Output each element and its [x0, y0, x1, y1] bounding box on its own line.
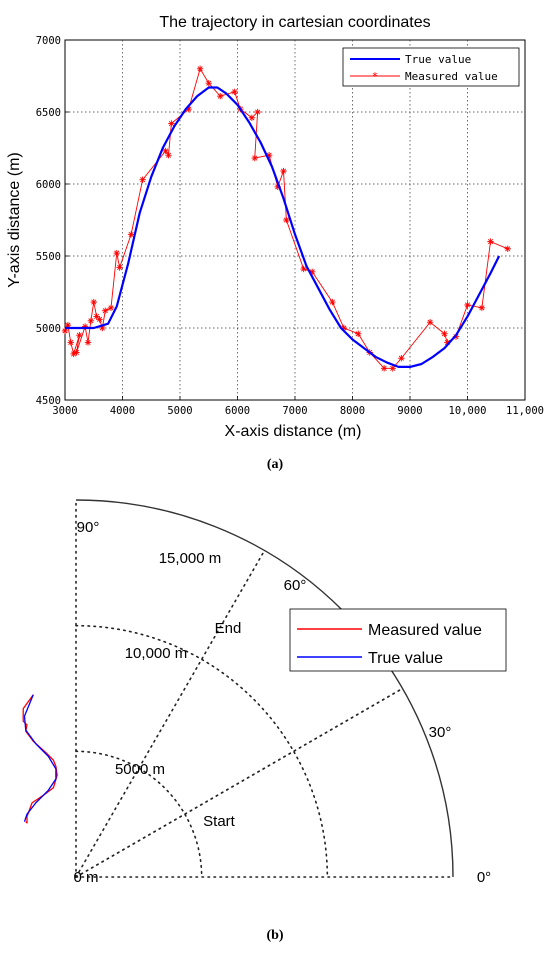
x-tick-label: 9000: [397, 405, 422, 417]
measured-point: [464, 301, 471, 309]
measured-point: [254, 108, 261, 116]
radial-gridline: [75, 624, 329, 878]
measured-point: [389, 365, 396, 372]
measured-point: [116, 264, 123, 271]
x-tick-label: 8000: [340, 405, 365, 417]
measured-point: [380, 365, 388, 372]
polar-legend-box: [289, 608, 507, 672]
series-line-true: [65, 86, 501, 368]
measured-point: [73, 349, 80, 356]
measured-point: [113, 249, 120, 257]
polar-series-layer: [22, 694, 58, 824]
legend-label-measured: Measured value: [405, 70, 498, 83]
y-tick-label: 7000: [36, 35, 61, 47]
measured-point: [355, 330, 362, 337]
radial-label-15000: 15,000 m: [159, 550, 222, 567]
measured-point: [283, 216, 290, 224]
radial-label-5000: 5000 m: [115, 761, 165, 778]
measured-point: [248, 114, 256, 121]
x-axis-label: X-axis distance (m): [225, 423, 362, 440]
measured-point: [231, 88, 238, 96]
measured-point: [127, 231, 135, 238]
legend-marker-measured: *: [372, 70, 378, 83]
y-axis-label: Y-axis distance (m): [6, 152, 23, 287]
legend-box: [342, 47, 520, 87]
measured-point: [205, 80, 212, 87]
y-tick-label: 5500: [36, 251, 61, 263]
measured-point: [504, 245, 511, 252]
radial-label-10000: 10,000 m: [125, 645, 188, 662]
measured-point: [162, 147, 169, 155]
legend-label-true: True value: [405, 53, 471, 66]
polar-series-true-value: [23, 694, 57, 822]
measured-point: [84, 339, 92, 346]
measured-point: [300, 265, 307, 273]
polar-legend-label-true: True value: [368, 650, 443, 667]
measured-point: [487, 238, 494, 245]
annotation-start: Start: [203, 813, 236, 830]
polar-series-measured-value: [22, 694, 58, 824]
measured-point: [478, 304, 486, 312]
polar-legend-label-measured: Measured value: [368, 622, 482, 639]
y-tick-label: 6500: [36, 107, 61, 119]
measured-point: [139, 176, 146, 183]
y-tick-label: 6000: [36, 179, 61, 191]
radial-label-0: 0 m: [73, 869, 98, 886]
measured-point: [67, 339, 74, 346]
measured-point: [398, 355, 405, 362]
x-tick-label: 5000: [167, 405, 192, 417]
caption-b: (b): [266, 928, 283, 943]
x-tick-label: 7000: [282, 405, 307, 417]
y-tick-label: 4500: [36, 395, 61, 407]
measured-point: [441, 330, 448, 337]
measured-point: [168, 120, 175, 127]
y-tick-label: 5000: [36, 323, 61, 335]
angle-label-90: 90°: [77, 519, 100, 536]
measured-point: [90, 298, 97, 306]
angle-label-30: 30°: [429, 724, 452, 741]
measured-point: [329, 298, 336, 306]
x-tick-label: 10,000: [449, 405, 487, 417]
measured-point: [107, 304, 115, 312]
angle-gridline: [75, 687, 404, 878]
x-tick-label: 3000: [52, 405, 77, 417]
measured-point: [96, 316, 103, 323]
measured-point: [280, 167, 287, 175]
polar-chart: 90° 60° 30° 0° 0 m 5000 m 10,000 m 15,00…: [22, 499, 507, 943]
measured-point: [165, 152, 172, 159]
caption-a: (a): [267, 457, 284, 472]
measured-point: [251, 154, 258, 162]
tick-labels: 3000 4000 5000 6000 7000 8000 9000 10,000 11,000…: [36, 35, 544, 417]
chart-title: The trajectory in cartesian coordinates: [159, 14, 430, 31]
measured-point: [217, 92, 224, 100]
angle-label-60: 60°: [284, 577, 307, 594]
x-tick-label: 11,000: [506, 405, 544, 417]
measured-point: [61, 327, 69, 335]
polar-legend: Measured value True value: [289, 608, 507, 672]
angle-gridline: [75, 549, 266, 878]
legend: True value * Measured value: [342, 47, 520, 87]
measured-point: [426, 319, 434, 326]
angle-label-0: 0°: [477, 869, 491, 886]
x-tick-label: 6000: [225, 405, 250, 417]
measured-point: [87, 317, 95, 324]
series-layer: [61, 65, 511, 372]
annotation-end: End: [215, 620, 242, 637]
x-tick-label: 4000: [110, 405, 135, 417]
measured-point: [102, 307, 109, 314]
outer-boundary: [75, 499, 454, 878]
measured-point: [76, 332, 83, 339]
polar-grid: [75, 499, 454, 878]
measured-point: [196, 65, 204, 72]
cartesian-chart: The trajectory in cartesian coordinates …: [6, 14, 544, 472]
